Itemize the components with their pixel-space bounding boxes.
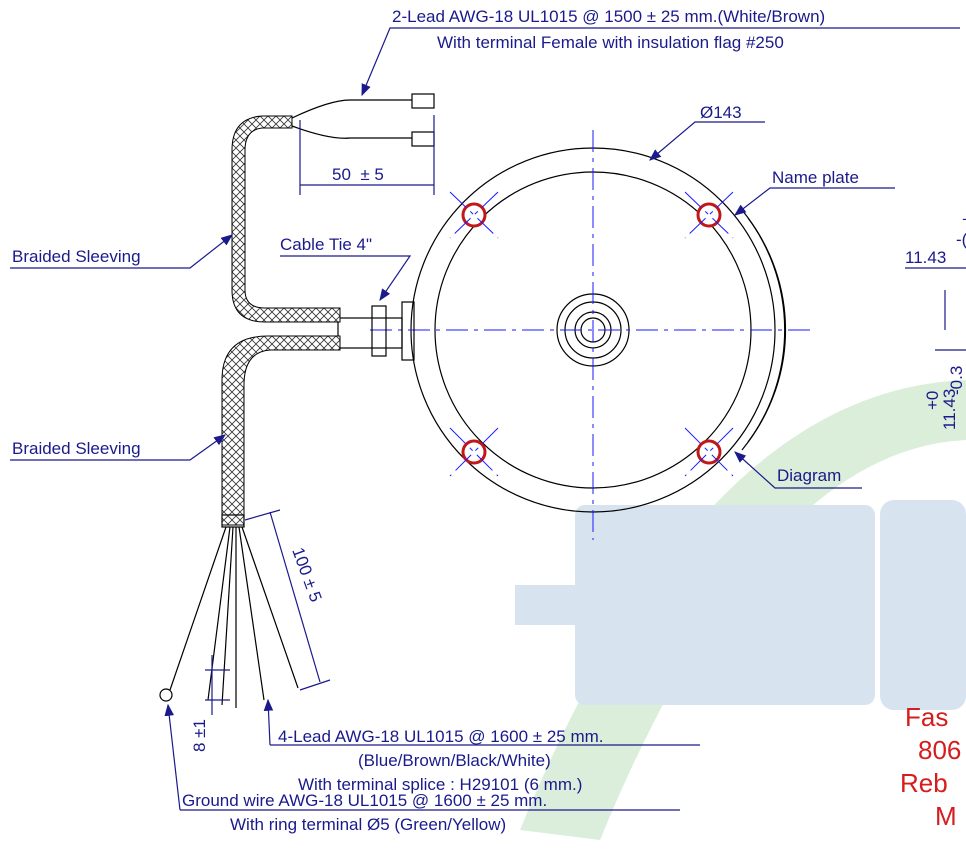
- watermark-text: Reb: [900, 768, 948, 798]
- lead-4-label: (Blue/Brown/Black/White): [358, 751, 551, 770]
- watermark-text: 806: [918, 735, 961, 765]
- sleeving-label: Braided Sleeving: [12, 247, 141, 266]
- lead-4-label: 4-Lead AWG-18 UL1015 @ 1600 ± 25 mm.: [278, 727, 604, 746]
- cables: [160, 94, 434, 708]
- diameter-label: Ø143: [700, 103, 742, 122]
- ring-length: 8 ±1: [190, 719, 209, 752]
- watermark-text: M: [935, 801, 957, 831]
- sleeving-label: Braided Sleeving: [12, 439, 141, 458]
- lead-2-label: With terminal Female with insulation fla…: [437, 33, 784, 52]
- side-dimension: 11.43: [905, 248, 946, 267]
- side-tolerance: +0: [923, 391, 942, 410]
- ground-label: Ground wire AWG-18 UL1015 @ 1600 ± 25 mm…: [182, 791, 547, 810]
- terminal-length: 50 ± 5: [332, 165, 384, 184]
- ground-label: With ring terminal Ø5 (Green/Yellow): [230, 815, 506, 834]
- strip-length: 100 ± 5: [288, 545, 325, 605]
- lead-2-label: 2-Lead AWG-18 UL1015 @ 1500 ± 25 mm.(Whi…: [392, 7, 825, 26]
- name-plate-label: Name plate: [772, 168, 859, 187]
- motor: [338, 130, 810, 540]
- watermark-text: Fas: [905, 702, 948, 732]
- diagram-label: Diagram: [777, 466, 841, 485]
- drawing: Fas 806 Reb M: [0, 0, 966, 866]
- watermark: [515, 380, 966, 840]
- side-tolerance: -0.3: [947, 366, 966, 395]
- cable-tie-label: Cable Tie 4": [280, 235, 372, 254]
- side-tolerance: +: [962, 210, 966, 229]
- side-tolerance: -(: [956, 230, 966, 249]
